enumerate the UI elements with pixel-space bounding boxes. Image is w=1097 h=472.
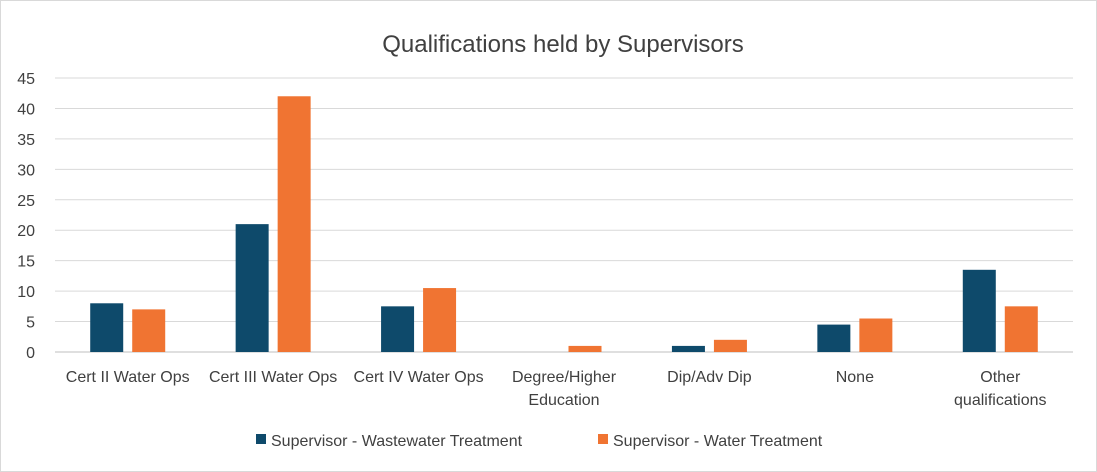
bar-series-1 xyxy=(90,303,124,352)
bars xyxy=(90,96,1038,353)
y-tick-label: 20 xyxy=(17,223,35,240)
y-tick-label: 0 xyxy=(26,345,35,362)
y-tick-label: 35 xyxy=(17,132,35,149)
bar-series-2 xyxy=(423,288,457,352)
x-category-label: Degree/Higher xyxy=(512,369,617,386)
bar-series-1 xyxy=(235,224,269,352)
bar-series-1 xyxy=(381,306,415,352)
x-category-label: None xyxy=(836,369,874,386)
y-tick-label: 10 xyxy=(17,284,35,301)
bar-series-1 xyxy=(671,345,705,352)
y-tick-label: 40 xyxy=(17,101,35,118)
gridlines xyxy=(55,77,1073,353)
bar-series-2 xyxy=(277,96,311,353)
legend: Supervisor - Wastewater Treatment Supervi… xyxy=(256,433,823,450)
bar-series-1 xyxy=(962,269,996,352)
bar-series-2 xyxy=(568,345,602,352)
bar-series-2 xyxy=(132,309,166,352)
x-category-label: qualifications xyxy=(954,392,1047,409)
y-tick-label: 25 xyxy=(17,193,35,210)
x-axis-labels: Cert II Water Ops Cert III Water Ops Cert … xyxy=(66,369,1047,409)
y-tick-label: 15 xyxy=(17,254,35,271)
x-category-label: Other xyxy=(980,369,1021,386)
chart-title: Qualifications held by Supervisors xyxy=(382,31,744,58)
x-category-label: Dip/Adv Dip xyxy=(667,369,752,386)
legend-label: Supervisor - Wastewater Treatment xyxy=(271,433,523,450)
legend-swatch xyxy=(598,434,608,444)
y-tick-label: 45 xyxy=(17,71,35,88)
bar-series-2 xyxy=(859,318,893,352)
bar-series-1 xyxy=(817,324,851,352)
x-category-label: Cert II Water Ops xyxy=(66,369,190,386)
legend-swatch xyxy=(256,434,266,444)
y-tick-label: 5 xyxy=(26,315,35,332)
x-category-label: Cert IV Water Ops xyxy=(354,369,484,386)
x-category-label: Cert III Water Ops xyxy=(209,369,337,386)
bar-series-2 xyxy=(713,339,747,352)
y-axis-ticks: 0 5 10 15 20 25 30 35 40 45 xyxy=(17,71,35,362)
x-category-label: Education xyxy=(528,392,599,409)
legend-label: Supervisor - Water Treatment xyxy=(613,433,823,450)
bar-series-2 xyxy=(1004,306,1038,352)
y-tick-label: 30 xyxy=(17,162,35,179)
